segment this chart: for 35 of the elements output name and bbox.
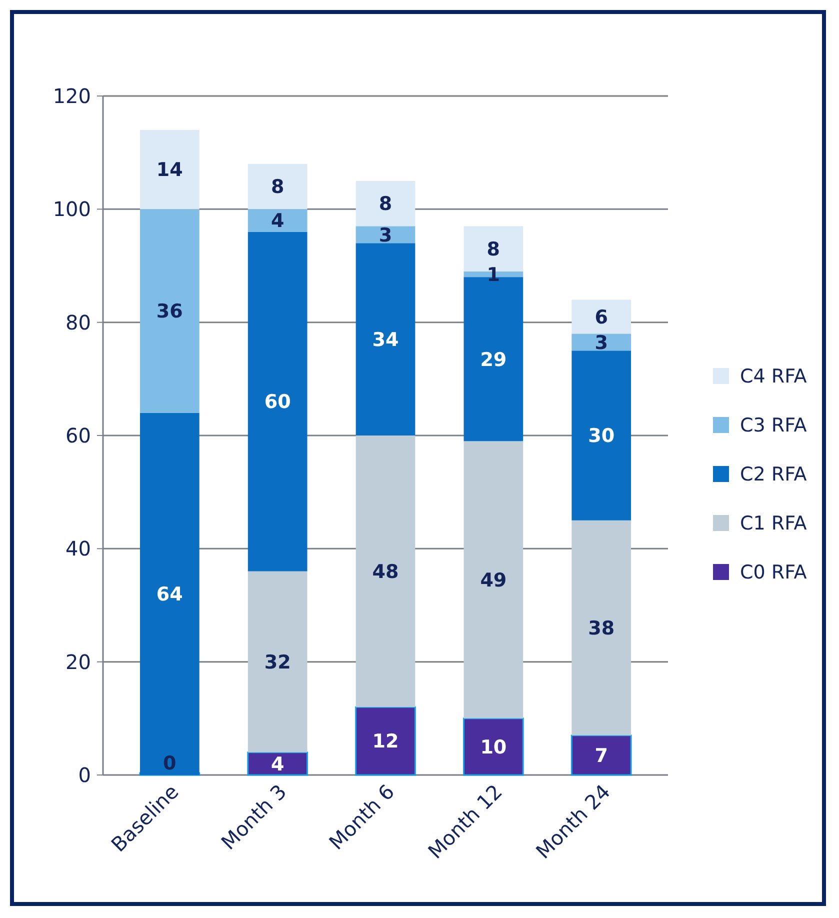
- data-label: 36: [156, 300, 183, 323]
- data-label: 8: [378, 193, 392, 216]
- y-tick-label: 20: [66, 650, 91, 674]
- data-label: 0: [163, 752, 176, 775]
- data-label: 48: [372, 560, 399, 583]
- y-tick-label: 120: [52, 84, 91, 108]
- legend-label: C2 RFA: [740, 464, 807, 486]
- data-label: 8: [486, 238, 500, 260]
- y-tick-label: 100: [52, 197, 91, 222]
- data-label: 7: [594, 744, 608, 767]
- y-tick-label: 0: [78, 763, 91, 787]
- data-label: 4: [270, 753, 284, 776]
- y-tick-label: 40: [66, 536, 91, 561]
- data-label: 14: [156, 159, 183, 182]
- legend-label: C4 RFA: [740, 366, 807, 388]
- data-label: 6: [594, 306, 608, 328]
- data-label: 3: [378, 224, 392, 246]
- data-label: 60: [264, 391, 291, 414]
- data-label: 32: [264, 651, 291, 674]
- data-label: 12: [372, 730, 399, 753]
- y-tick-label: 80: [66, 310, 91, 334]
- y-tick-label: 60: [66, 424, 91, 448]
- data-label: 4: [270, 210, 284, 232]
- data-label: 10: [480, 736, 507, 758]
- data-label: 38: [588, 618, 615, 640]
- data-label: 3: [594, 332, 608, 354]
- legend-label: C3 RFA: [740, 414, 807, 437]
- data-label: 8: [270, 176, 284, 198]
- data-label: 34: [372, 328, 399, 351]
- data-label: 29: [480, 348, 507, 371]
- legend-label: C0 RFA: [740, 562, 807, 584]
- legend-label: C1 RFA: [740, 512, 807, 535]
- data-label: 30: [588, 425, 615, 448]
- data-label: 64: [156, 584, 183, 606]
- data-label: 49: [480, 569, 507, 592]
